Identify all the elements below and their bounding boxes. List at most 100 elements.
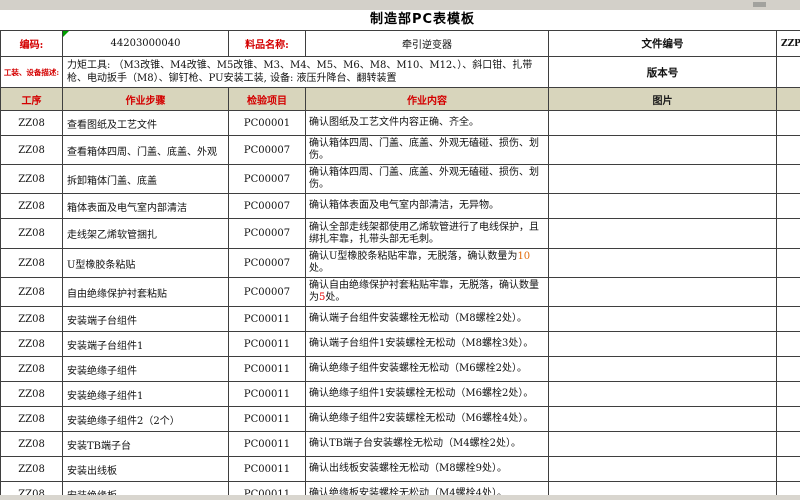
process-cell[interactable]: ZZ08 [0, 135, 63, 165]
edge-cell[interactable] [776, 164, 800, 194]
code-value-cell[interactable]: 44203000040 [62, 30, 229, 57]
picture-cell[interactable] [548, 164, 777, 194]
header-process[interactable]: 工序 [0, 87, 63, 111]
picture-cell[interactable] [548, 381, 777, 407]
picture-cell[interactable] [548, 456, 777, 482]
content-cell[interactable]: 确认端子台组件1安装螺栓无松动（M8螺栓3处）。 [305, 331, 549, 357]
picture-cell[interactable] [548, 331, 777, 357]
edge-cell[interactable] [776, 277, 800, 307]
content-cell[interactable]: 确认U型橡胶条粘贴牢靠，无脱落，确认数量为10 处。 [305, 248, 549, 278]
header-picture[interactable]: 图片 [548, 87, 777, 111]
content-cell[interactable]: 确认出线板安装螺栓无松动（M8螺栓9处）。 [305, 456, 549, 482]
picture-cell[interactable] [548, 135, 777, 165]
process-cell[interactable]: ZZ08 [0, 248, 63, 278]
inspection-item-cell[interactable]: PC00011 [228, 431, 306, 457]
picture-cell[interactable] [548, 248, 777, 278]
picture-cell[interactable] [548, 193, 777, 219]
tooling-description-cell[interactable]: 力矩工具: （M3改锥、M4改锥、M5改锥、M3、M4、M5、M6、M8、M10… [62, 56, 549, 88]
inspection-item-cell[interactable]: PC00001 [228, 110, 306, 136]
edge-cell[interactable] [776, 456, 800, 482]
process-cell[interactable]: ZZ08 [0, 164, 63, 194]
edge-cell[interactable] [776, 56, 800, 88]
inspection-item-cell[interactable]: PC00007 [228, 277, 306, 307]
inspection-item-cell[interactable]: PC00011 [228, 381, 306, 407]
picture-cell[interactable] [548, 356, 777, 382]
edge-cell[interactable] [776, 431, 800, 457]
process-cell[interactable]: ZZ08 [0, 406, 63, 432]
content-cell[interactable]: 确认自由绝缘保护衬套粘贴牢靠，无脱落，确认数量为5处。 [305, 277, 549, 307]
step-cell[interactable]: 安装绝缘子组件 [62, 356, 229, 382]
content-cell[interactable]: 确认全部走线架都使用乙烯软管进行了电线保护，且绑扎牢靠，扎带头部无毛刺。 [305, 218, 549, 249]
edge-cell[interactable] [776, 381, 800, 407]
content-cell[interactable]: 确认绝缘子组件安装螺栓无松动（M6螺栓2处）。 [305, 356, 549, 382]
process-cell[interactable]: ZZ08 [0, 456, 63, 482]
inspection-item-cell[interactable]: PC00011 [228, 356, 306, 382]
edge-cell[interactable] [776, 406, 800, 432]
edge-cell[interactable] [776, 135, 800, 165]
step-cell[interactable]: 安装出线板 [62, 456, 229, 482]
process-cell[interactable]: ZZ08 [0, 306, 63, 332]
edge-cell[interactable] [776, 356, 800, 382]
content-cell[interactable]: 确认端子台组件安装螺栓无松动（M8螺栓2处）。 [305, 306, 549, 332]
header-step[interactable]: 作业步骤 [62, 87, 229, 111]
process-cell[interactable]: ZZ08 [0, 331, 63, 357]
header-inspection-item[interactable]: 检验项目 [228, 87, 306, 111]
product-name-value-cell[interactable]: 牵引逆变器 [305, 30, 549, 57]
inspection-item-cell[interactable]: PC00011 [228, 306, 306, 332]
content-cell[interactable]: 确认图纸及工艺文件内容正确、齐全。 [305, 110, 549, 136]
scrollbar-dash[interactable] [753, 2, 766, 7]
step-cell[interactable]: U型橡胶条粘贴 [62, 248, 229, 278]
edge-cell[interactable] [776, 193, 800, 219]
inspection-item-cell[interactable]: PC00011 [228, 456, 306, 482]
step-cell[interactable]: 安装绝缘子组件2（2个） [62, 406, 229, 432]
doc-number-label-cell[interactable]: 文件编号 [548, 30, 777, 57]
process-cell[interactable]: ZZ08 [0, 218, 63, 249]
process-cell[interactable]: ZZ08 [0, 431, 63, 457]
header-edge[interactable] [776, 87, 800, 111]
step-cell[interactable]: 查看箱体四周、门盖、底盖、外观 [62, 135, 229, 165]
edge-cell[interactable] [776, 306, 800, 332]
step-cell[interactable]: 安装TB端子台 [62, 431, 229, 457]
code-label-cell[interactable]: 编码: [0, 30, 63, 57]
version-label-cell[interactable]: 版本号 [548, 56, 777, 88]
step-cell[interactable]: 安装端子台组件 [62, 306, 229, 332]
content-cell[interactable]: 确认箱体表面及电气室内部清洁，无异物。 [305, 193, 549, 219]
edge-cell[interactable] [776, 110, 800, 136]
inspection-item-cell[interactable]: PC00007 [228, 193, 306, 219]
process-cell[interactable]: ZZ08 [0, 356, 63, 382]
picture-cell[interactable] [548, 406, 777, 432]
step-cell[interactable]: 箱体表面及电气室内部清洁 [62, 193, 229, 219]
edge-cell[interactable] [776, 218, 800, 249]
inspection-item-cell[interactable]: PC00011 [228, 331, 306, 357]
doc-number-side-cell[interactable]: ZZPC [776, 30, 800, 57]
picture-cell[interactable] [548, 110, 777, 136]
picture-cell[interactable] [548, 218, 777, 249]
content-cell[interactable]: 确认TB端子台安装螺栓无松动（M4螺栓2处）。 [305, 431, 549, 457]
step-cell[interactable]: 自由绝缘保护衬套粘贴 [62, 277, 229, 307]
step-cell[interactable]: 安装绝缘子组件1 [62, 381, 229, 407]
edge-cell[interactable] [776, 248, 800, 278]
process-cell[interactable]: ZZ08 [0, 277, 63, 307]
inspection-item-cell[interactable]: PC00007 [228, 248, 306, 278]
picture-cell[interactable] [548, 306, 777, 332]
step-cell[interactable]: 拆卸箱体门盖、底盖 [62, 164, 229, 194]
content-cell[interactable]: 确认箱体四周、门盖、底盖、外观无磕碰、损伤、划伤。 [305, 135, 549, 165]
step-cell[interactable]: 走线架乙烯软管捆扎 [62, 218, 229, 249]
edge-cell[interactable] [776, 331, 800, 357]
tooling-label-cell[interactable]: 工装、设备描述: [0, 56, 63, 88]
content-cell[interactable]: 确认箱体四周、门盖、底盖、外观无磕碰、损伤、划伤。 [305, 164, 549, 194]
inspection-item-cell[interactable]: PC00007 [228, 218, 306, 249]
inspection-item-cell[interactable]: PC00011 [228, 406, 306, 432]
content-cell[interactable]: 确认绝缘子组件2安装螺栓无松动（M6螺栓4处）。 [305, 406, 549, 432]
inspection-item-cell[interactable]: PC00007 [228, 164, 306, 194]
process-cell[interactable]: ZZ08 [0, 381, 63, 407]
content-cell[interactable]: 确认绝缘子组件1安装螺栓无松动（M6螺栓2处）。 [305, 381, 549, 407]
step-cell[interactable]: 查看图纸及工艺文件 [62, 110, 229, 136]
picture-cell[interactable] [548, 431, 777, 457]
process-cell[interactable]: ZZ08 [0, 110, 63, 136]
header-content[interactable]: 作业内容 [305, 87, 549, 111]
process-cell[interactable]: ZZ08 [0, 193, 63, 219]
inspection-item-cell[interactable]: PC00007 [228, 135, 306, 165]
product-name-label-cell[interactable]: 料品名称: [228, 30, 306, 57]
step-cell[interactable]: 安装端子台组件1 [62, 331, 229, 357]
